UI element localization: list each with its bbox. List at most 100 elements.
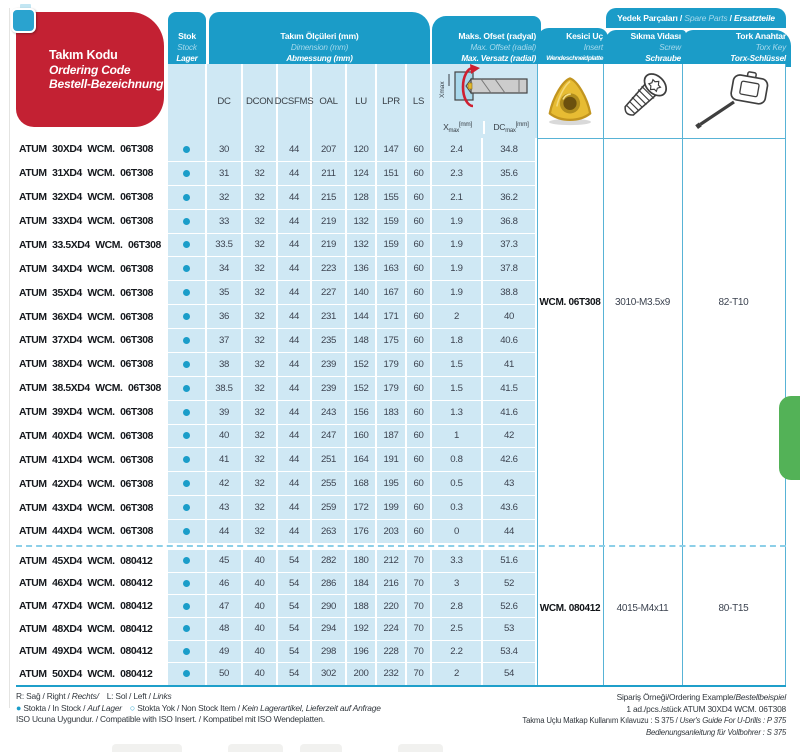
header-max-offset: Maks. Ofset (radyal) Max. Offset (radial… [432, 16, 541, 67]
row-cell-dc: 40 [207, 424, 243, 449]
row-stock-cell [168, 448, 207, 473]
row-ordering-code: ATUM 38XD4 WCM. 06T308 [19, 359, 153, 371]
row-cell-ls: 70 [407, 663, 432, 686]
row-cell-dcsfms: 44 [278, 424, 312, 449]
row-stock-cell [168, 617, 207, 641]
row-cell-dcmax: 37.8 [483, 257, 537, 282]
fn-rl-b: Rechts/ [71, 691, 99, 701]
dcmax-base: DC [493, 122, 506, 132]
row-cell-ls: 60 [407, 448, 432, 473]
in-stock-dot-icon [183, 527, 190, 535]
header-torx-key: Tork Anahtar Torx Key Torx-Schlüssel [683, 30, 791, 67]
col-header-lu: LU [347, 64, 377, 138]
row-stock-cell [168, 233, 207, 258]
row-cell-dcon: 40 [243, 549, 278, 573]
row-cell-oal: 215 [312, 185, 347, 210]
row-ordering-code: ATUM 41XD4 WCM. 06T308 [19, 454, 153, 466]
row-cell-lu: 124 [347, 161, 377, 186]
row-cell-dc: 50 [207, 663, 243, 686]
row-cell-dc: 30 [207, 138, 243, 162]
row-cell-dcsfms: 54 [278, 663, 312, 686]
row-cell-dcsfms: 44 [278, 400, 312, 425]
stock-label-en: Stock [177, 43, 197, 52]
row-cell-dcon: 32 [243, 352, 278, 377]
row-cell-dcon: 32 [243, 281, 278, 306]
insert-photo [548, 77, 592, 126]
row-ordering-code: ATUM 33XD4 WCM. 06T308 [19, 216, 153, 228]
oe-title-a: Sipariş Örneği/Ordering Example/ [616, 692, 736, 702]
table-row: ATUM 46XD4 WCM. 080412 46 40 54 286 184 216 70 3… [16, 572, 537, 596]
xmax-unit: [mm] [458, 121, 472, 128]
col-header-dcsfms: DCSFMS [275, 64, 314, 138]
fn-stock-a: Stokta / In Stock / [21, 702, 88, 713]
row-cell-xmax: 1.9 [432, 281, 483, 306]
in-stock-dot-icon [183, 432, 190, 440]
fn-stock-c: Stokta Yok / Non Stock Item / [135, 702, 243, 713]
row-cell-dcon: 40 [243, 640, 278, 664]
in-stock-dot-icon [183, 265, 190, 273]
row-cell-lu: 136 [347, 257, 377, 282]
in-stock-dot-icon [183, 289, 190, 297]
row-cell-dc: 45 [207, 549, 243, 573]
next-section-fragment [398, 744, 443, 752]
row-cell-ls: 60 [407, 305, 432, 329]
ordering-code-title-de: Bestell-Bezeichnung [49, 77, 164, 91]
row-cell-oal: 239 [312, 376, 347, 401]
max-offset-label-de: Max. Versatz (radial) [461, 54, 536, 63]
torx-label-tr: Tork Anahtar [735, 31, 786, 41]
row-cell-ls: 60 [407, 209, 432, 234]
in-stock-dot-icon [183, 241, 190, 249]
row-cell-ls: 60 [407, 472, 432, 497]
row-stock-cell [168, 640, 207, 664]
row-stock-cell [168, 520, 207, 544]
row-cell-dcsfms: 54 [278, 640, 312, 664]
group1-screw-code: 3010-M3.5x9 [614, 297, 671, 308]
offset-diagram-area: Xmax Xmax[mm] DCmax [mm] [432, 64, 537, 138]
row-cell-dcon: 40 [243, 663, 278, 686]
row-cell-dc: 42 [207, 472, 243, 497]
row-cell-xmax: 1.8 [432, 329, 483, 353]
row-stock-cell [168, 329, 207, 353]
table-row: ATUM 47XD4 WCM. 080412 47 40 54 290 188 220 70 2… [16, 595, 537, 618]
row-cell-lu: 172 [347, 496, 377, 520]
row-cell-oal: 227 [312, 281, 347, 306]
row-ordering-code: ATUM 31XD4 WCM. 06T308 [19, 168, 153, 180]
row-cell-dcon: 32 [243, 448, 278, 473]
row-cell-dc: 49 [207, 640, 243, 664]
row-cell-xmax: 0.3 [432, 496, 483, 520]
table-row: ATUM 50XD4 WCM. 080412 50 40 54 302 200 232 70 2… [16, 663, 537, 686]
row-ordering-code: ATUM 40XD4 WCM. 06T308 [19, 430, 153, 442]
dcmax-sub: max [505, 128, 516, 134]
row-cell-oal: 255 [312, 472, 347, 497]
row-cell-lpr: 228 [377, 640, 407, 664]
row-cell-dc: 46 [207, 572, 243, 596]
in-stock-dot-icon [183, 145, 190, 153]
row-cell-lpr: 171 [377, 305, 407, 329]
row-cell-dcsfms: 44 [278, 496, 312, 520]
page-margin-line [9, 8, 10, 708]
table-row: ATUM 38XD4 WCM. 06T308 38 32 44 239 152 179 60 1… [16, 352, 537, 377]
table-row: ATUM 33XD4 WCM. 06T308 33 32 44 219 132 159 60 1… [16, 209, 537, 234]
row-cell-ls: 60 [407, 376, 432, 401]
row-cell-lu: 132 [347, 209, 377, 234]
row-cell-lu: 200 [347, 663, 377, 686]
row-cell-xmax: 3.3 [432, 549, 483, 573]
col-divider [682, 64, 683, 686]
row-cell-dcsfms: 44 [278, 209, 312, 234]
row-cell-lpr: 212 [377, 549, 407, 573]
row-stock-cell [168, 472, 207, 497]
row-cell-dcmax: 42 [483, 424, 537, 449]
next-section-fragment [300, 744, 342, 752]
in-stock-dot-icon [183, 557, 190, 565]
radial-offset-diagram: Xmax [439, 64, 528, 108]
row-cell-dcsfms: 54 [278, 595, 312, 618]
row-cell-dcsfms: 44 [278, 329, 312, 353]
spare-parts-en: Spare Parts [684, 13, 728, 23]
row-cell-oal: 207 [312, 138, 347, 162]
row-cell-dcmax: 40.6 [483, 329, 537, 353]
row-cell-dcon: 32 [243, 161, 278, 186]
row-cell-ls: 60 [407, 185, 432, 210]
row-cell-dcsfms: 44 [278, 257, 312, 282]
row-cell-ls: 60 [407, 161, 432, 186]
xmax-column-header: Xmax[mm] [432, 121, 483, 134]
